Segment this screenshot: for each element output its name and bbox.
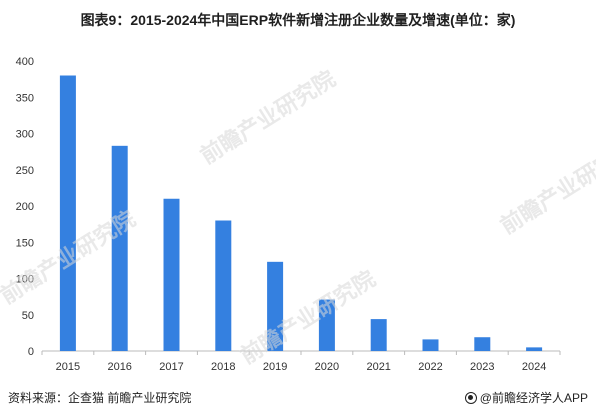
- x-tick-label: 2020: [315, 361, 339, 373]
- bar-2015: [59, 75, 76, 351]
- y-tick-label: 400: [16, 56, 34, 68]
- y-tick-label: 150: [16, 237, 34, 249]
- y-tick-label: 200: [16, 201, 34, 213]
- brand-logo-icon: [464, 391, 477, 404]
- chart-title: 图表9：2015-2024年中国ERP软件新增注册企业数量及增速(单位：家): [80, 12, 516, 28]
- bar-2024: [526, 347, 543, 351]
- bar-2016: [111, 145, 128, 351]
- source-note: 资料来源：企查猫 前瞻产业研究院: [8, 391, 192, 405]
- y-axis: 0 50 100 150 200 250 300 350 400: [16, 56, 34, 358]
- x-tick-label: 2015: [56, 361, 80, 373]
- bar-2017: [163, 198, 180, 351]
- bar-2021: [370, 319, 387, 351]
- x-axis: 2015 2016 2017 2018 2019 2020 2021 2022 2023 2024: [41, 350, 561, 373]
- brand-label: @前瞻经济学人APP: [464, 389, 588, 406]
- x-tick-label: 2016: [107, 361, 131, 373]
- x-tick-label: 2024: [522, 361, 546, 373]
- bar-2022: [422, 339, 439, 351]
- x-tick-label: 2021: [366, 361, 390, 373]
- x-tick-label: 2023: [470, 361, 494, 373]
- x-tick-label: 2017: [159, 361, 183, 373]
- bars-group: [59, 75, 543, 351]
- x-tick-label: 2019: [263, 361, 287, 373]
- x-tick-label: 2018: [211, 361, 235, 373]
- bar-2019: [267, 261, 284, 351]
- bar-2023: [474, 337, 491, 351]
- x-tick-label: 2022: [418, 361, 442, 373]
- bar-2020: [318, 299, 335, 351]
- brand-text: @前瞻经济学人APP: [479, 391, 588, 405]
- bar-2018: [215, 220, 232, 351]
- y-tick-label: 300: [16, 129, 34, 141]
- y-tick-label: 50: [22, 310, 34, 322]
- y-tick-label: 250: [16, 165, 34, 177]
- y-tick-label: 100: [16, 274, 34, 286]
- y-tick-label: 0: [28, 346, 34, 358]
- y-tick-label: 350: [16, 92, 34, 104]
